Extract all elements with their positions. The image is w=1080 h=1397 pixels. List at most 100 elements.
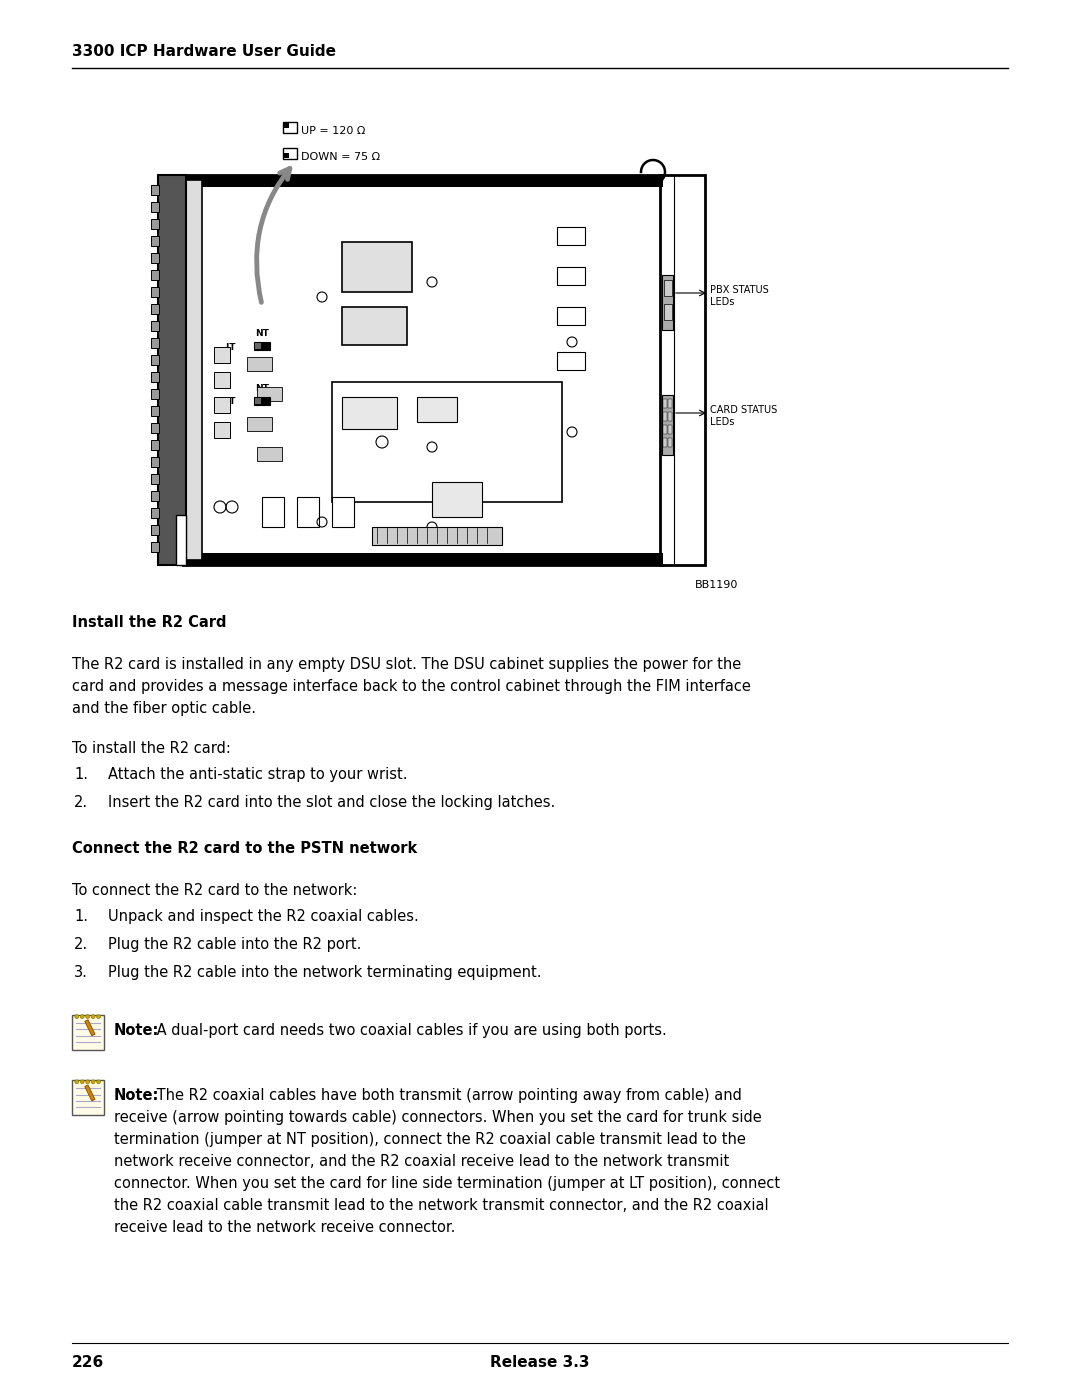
Bar	[662, 275, 673, 330]
Bar	[342, 307, 407, 345]
Bar	[151, 219, 159, 229]
Bar	[342, 242, 411, 292]
Text: termination (jumper at NT position), connect the R2 coaxial cable transmit lead : termination (jumper at NT position), con…	[114, 1132, 746, 1147]
Text: UP = 120 Ω: UP = 120 Ω	[301, 126, 365, 136]
Bar	[372, 527, 502, 545]
Polygon shape	[85, 1085, 95, 1101]
Text: To connect the R2 card to the network:: To connect the R2 card to the network:	[72, 883, 357, 898]
Bar	[669, 400, 672, 408]
Bar	[262, 497, 284, 527]
Text: PBX STATUS
LEDs: PBX STATUS LEDs	[710, 285, 769, 307]
Bar	[151, 525, 159, 535]
Bar	[151, 509, 159, 518]
Bar	[151, 253, 159, 263]
Bar	[283, 122, 297, 133]
Circle shape	[75, 1080, 79, 1084]
Text: LT: LT	[226, 342, 237, 352]
Text: Unpack and inspect the R2 coaxial cables.: Unpack and inspect the R2 coaxial cables…	[108, 909, 419, 923]
Bar	[557, 226, 585, 244]
Text: Install the R2 Card: Install the R2 Card	[72, 615, 227, 630]
Text: 2.: 2.	[73, 795, 87, 810]
Text: DOWN = 75 Ω: DOWN = 75 Ω	[301, 152, 380, 162]
Bar	[151, 407, 159, 416]
Bar	[176, 515, 186, 564]
Circle shape	[75, 1014, 79, 1018]
Circle shape	[96, 1014, 100, 1018]
Text: and the fiber optic cable.: and the fiber optic cable.	[72, 701, 256, 717]
Text: network receive connector, and the R2 coaxial receive lead to the network transm: network receive connector, and the R2 co…	[114, 1154, 729, 1169]
Bar	[664, 305, 672, 320]
Bar	[284, 154, 289, 158]
Bar	[255, 398, 261, 404]
Bar	[151, 388, 159, 400]
Bar	[663, 400, 667, 408]
Text: BB1190: BB1190	[696, 580, 739, 590]
Bar	[214, 422, 230, 439]
Bar	[72, 1080, 104, 1115]
Text: connector. When you set the card for line side termination (jumper at LT positio: connector. When you set the card for lin…	[114, 1176, 780, 1192]
Circle shape	[91, 1014, 95, 1018]
Bar	[284, 123, 289, 129]
Bar	[151, 474, 159, 483]
Bar	[184, 180, 202, 560]
Bar	[214, 346, 230, 363]
Text: Release 3.3: Release 3.3	[490, 1355, 590, 1370]
Text: The R2 card is installed in any empty DSU slot. The DSU cabinet supplies the pow: The R2 card is installed in any empty DS…	[72, 657, 741, 672]
Text: Plug the R2 cable into the R2 port.: Plug the R2 cable into the R2 port.	[108, 937, 362, 951]
Text: the R2 coaxial cable transmit lead to the network transmit connector, and the R2: the R2 coaxial cable transmit lead to th…	[114, 1199, 769, 1213]
Bar	[332, 381, 562, 502]
Circle shape	[85, 1014, 90, 1018]
Bar	[257, 387, 282, 401]
Text: receive (arrow pointing towards cable) connectors. When you set the card for tru: receive (arrow pointing towards cable) c…	[114, 1111, 761, 1125]
Bar	[151, 490, 159, 502]
Text: 226: 226	[72, 1355, 105, 1370]
Bar	[158, 175, 186, 564]
Bar	[151, 338, 159, 348]
Text: Plug the R2 cable into the network terminating equipment.: Plug the R2 cable into the network termi…	[108, 965, 541, 981]
Bar	[151, 457, 159, 467]
Bar	[214, 372, 230, 388]
Bar	[663, 412, 667, 420]
Circle shape	[96, 1080, 100, 1084]
Bar	[297, 497, 319, 527]
Bar	[663, 439, 667, 447]
Bar	[183, 175, 663, 564]
Bar	[247, 416, 272, 432]
Bar	[342, 397, 397, 429]
Text: card and provides a message interface back to the control cabinet through the FI: card and provides a message interface ba…	[72, 679, 751, 694]
Text: LT: LT	[226, 398, 237, 407]
Bar	[417, 397, 457, 422]
Bar	[151, 542, 159, 552]
Text: Connect the R2 card to the PSTN network: Connect the R2 card to the PSTN network	[72, 841, 417, 856]
Bar	[151, 372, 159, 381]
Bar	[664, 279, 672, 296]
Text: 1.: 1.	[75, 909, 87, 923]
Text: To install the R2 card:: To install the R2 card:	[72, 740, 231, 756]
Text: Insert the R2 card into the slot and close the locking latches.: Insert the R2 card into the slot and clo…	[108, 795, 555, 810]
Text: 3.: 3.	[75, 965, 87, 981]
Text: 1.: 1.	[75, 767, 87, 782]
Bar	[72, 1016, 104, 1051]
Bar	[557, 307, 585, 326]
Text: A dual-port card needs two coaxial cables if you are using both ports.: A dual-port card needs two coaxial cable…	[152, 1023, 666, 1038]
Bar	[669, 412, 672, 420]
Text: 2.: 2.	[73, 937, 87, 951]
Bar	[557, 352, 585, 370]
Circle shape	[91, 1080, 95, 1084]
Text: CARD STATUS
LEDs: CARD STATUS LEDs	[710, 405, 778, 427]
Bar	[151, 286, 159, 298]
Bar	[151, 355, 159, 365]
Bar	[151, 203, 159, 212]
Bar	[151, 305, 159, 314]
Bar	[151, 184, 159, 196]
Bar	[151, 321, 159, 331]
Bar	[663, 425, 667, 434]
Bar	[257, 447, 282, 461]
Text: receive lead to the network receive connector.: receive lead to the network receive conn…	[114, 1220, 456, 1235]
Bar	[660, 175, 705, 564]
Bar	[151, 423, 159, 433]
Bar	[254, 397, 270, 405]
Bar	[669, 425, 672, 434]
Text: NT: NT	[255, 330, 269, 338]
Bar	[214, 397, 230, 414]
